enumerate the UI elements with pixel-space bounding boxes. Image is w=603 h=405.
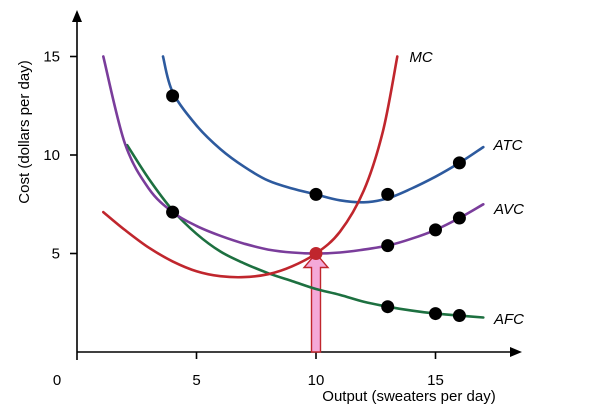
curves [102,55,485,319]
y-axis-arrowhead [72,10,82,22]
avc-curve [102,55,485,255]
annotation-arrow-layer [302,252,330,353]
atc-point-4 [452,156,466,170]
avc-point-1 [166,205,180,219]
y-tick-label-10: 10 [43,147,60,164]
afc-point-2 [429,307,442,321]
labels: 0 Output (sweaters per day) Cost (dollar… [16,49,524,405]
afc-point-1 [381,300,395,314]
x-tick-label-15: 15 [427,372,444,389]
mc-point-1 [309,247,323,260]
y-tick-label-5: 5 [52,246,60,263]
dots [166,89,466,323]
avc-label: AVC [493,201,524,218]
atc-point-1 [166,89,180,103]
avc-point-2 [381,239,395,253]
axes: 5 10 15 5 10 15 [43,10,522,389]
avc-point-3 [429,223,442,237]
afc-point-3 [452,309,466,323]
atc-curve [161,55,485,204]
y-axis-title: Cost (dollars per day) [16,60,33,203]
y-tick-label-15: 15 [43,49,60,66]
x-axis-title: Output (sweaters per day) [322,388,495,405]
mc-label: MC [409,49,432,66]
atc-point-2 [309,187,323,201]
avc-point-4 [452,211,466,225]
x-tick-label-10: 10 [308,372,325,389]
atc-label: ATC [493,137,523,154]
x-axis-arrowhead [510,347,522,357]
afc-label: AFC [493,311,524,328]
x-tick-label-5: 5 [192,372,200,389]
atc-point-3 [381,187,395,201]
origin-label: 0 [53,372,61,389]
minimum-avc-arrow [302,252,330,353]
mc-curve [102,55,399,279]
afc-curve [125,143,485,319]
